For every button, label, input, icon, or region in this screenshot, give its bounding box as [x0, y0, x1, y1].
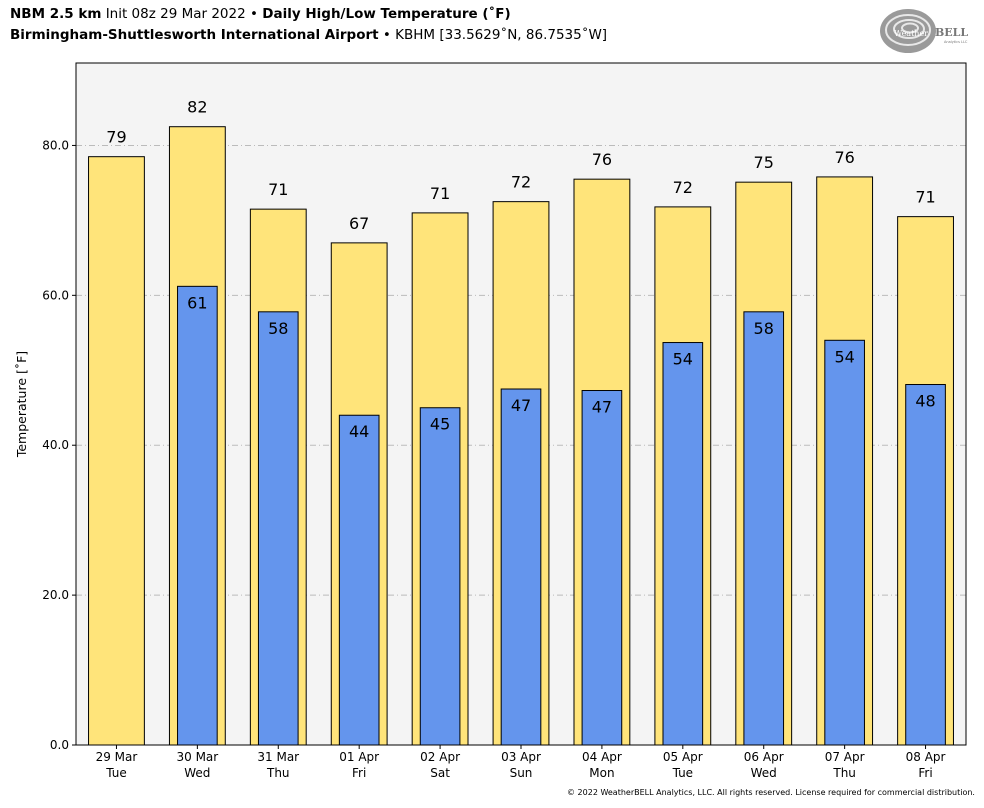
x-tick-label-weekday: Fri	[918, 766, 932, 780]
high-temp-label: 72	[511, 173, 531, 192]
station-name: Birmingham-Shuttlesworth International A…	[10, 27, 379, 43]
low-temp-label: 48	[915, 392, 935, 411]
x-tick-label-weekday: Thu	[266, 766, 290, 780]
station-id: KBHM [33.5629˚N, 86.7535˚W]	[395, 27, 608, 43]
low-temp-bar	[257, 311, 299, 746]
separator: •	[250, 6, 258, 22]
low-temp-bar	[662, 342, 704, 746]
x-tick-label-date: 30 Mar	[176, 750, 218, 764]
high-temp-label: 82	[187, 98, 207, 117]
low-temp-label: 47	[592, 398, 612, 417]
weatherbell-logo: Weather BELL Analytics LLC	[880, 9, 968, 53]
init-time: Init 08z 29 Mar 2022	[105, 6, 246, 22]
x-tick-label-date: 31 Mar	[257, 750, 299, 764]
x-tick-label-date: 07 Apr	[825, 750, 865, 764]
logo-sub: Analytics LLC	[944, 40, 968, 44]
chart-title: Daily High/Low Temperature (˚F)	[262, 6, 511, 22]
x-tick-label-weekday: Wed	[184, 766, 210, 780]
header-line-1: NBM 2.5 km Init 08z 29 Mar 2022 • Daily …	[10, 6, 511, 22]
x-tick-label-weekday: Sat	[430, 766, 450, 780]
low-temp-bar	[338, 414, 380, 746]
y-tick-label: 40.0	[42, 438, 69, 452]
low-temp-label: 58	[754, 319, 774, 338]
logo-text-a: Weather	[894, 29, 928, 38]
y-axis-label: Temperature [˚F]	[14, 351, 29, 458]
y-tick-label: 0.0	[50, 738, 69, 752]
y-tick-label: 80.0	[42, 138, 69, 152]
x-tick-label-weekday: Fri	[352, 766, 366, 780]
x-tick-label-date: 29 Mar	[96, 750, 138, 764]
x-tick-label-date: 03 Apr	[501, 750, 541, 764]
low-temp-bar	[177, 285, 218, 746]
low-temp-label: 54	[673, 350, 693, 369]
x-tick-label-weekday: Wed	[751, 766, 777, 780]
low-temp-bar	[419, 407, 461, 746]
x-tick-label-weekday: Thu	[832, 766, 856, 780]
x-tick-label-date: 02 Apr	[420, 750, 460, 764]
axis-ticks: 0.0 20.0 40.0 60.0 80.0 29 Mar Tue 30 Mar Wed 31 …	[42, 138, 945, 780]
x-tick-label-weekday: Tue	[672, 766, 694, 780]
y-tick-label: 60.0	[42, 288, 69, 302]
high-temp-label: 79	[106, 128, 126, 147]
x-tick-label-date: 06 Apr	[744, 750, 784, 764]
low-temp-label: 54	[834, 347, 854, 366]
x-tick-label-date: 04 Apr	[582, 750, 622, 764]
high-temp-label: 72	[673, 178, 693, 197]
high-temp-label: 71	[268, 180, 288, 199]
low-temp-label: 61	[187, 293, 207, 312]
logo-text-b: BELL	[935, 26, 968, 39]
model-name: NBM 2.5 km	[10, 6, 102, 22]
high-temp-label: 71	[430, 184, 450, 203]
low-temp-label: 44	[349, 422, 369, 441]
high-temp-label: 71	[915, 188, 935, 207]
x-tick-label-weekday: Tue	[105, 766, 127, 780]
x-tick-label-date: 08 Apr	[906, 750, 946, 764]
x-tick-label-date: 01 Apr	[339, 750, 379, 764]
low-temp-bar	[581, 390, 623, 746]
low-temp-label: 45	[430, 415, 450, 434]
high-temp-label: 67	[349, 214, 369, 233]
high-temp-label: 76	[834, 148, 854, 167]
low-temp-bar	[905, 384, 946, 746]
high-temp-bar	[88, 156, 145, 746]
header-line-2: Birmingham-Shuttlesworth International A…	[10, 27, 607, 43]
low-temp-bar	[743, 311, 785, 746]
low-temp-bar	[500, 388, 542, 746]
x-tick-label-weekday: Sun	[510, 766, 533, 780]
separator: •	[382, 27, 391, 43]
copyright-notice: © 2022 WeatherBELL Analytics, LLC. All r…	[567, 788, 975, 797]
x-tick-label-date: 05 Apr	[663, 750, 703, 764]
high-temp-label: 75	[754, 153, 774, 172]
low-temp-label: 47	[511, 396, 531, 415]
low-temp-bar	[824, 339, 865, 746]
x-tick-label-weekday: Mon	[589, 766, 614, 780]
low-temp-label: 58	[268, 319, 288, 338]
bars: 79 82 61 71 58 67 44 71 45 72 47 76 47 72 54 75 58 76 54 71…	[88, 98, 954, 746]
y-tick-label: 20.0	[42, 588, 69, 602]
high-temp-label: 76	[592, 150, 612, 169]
